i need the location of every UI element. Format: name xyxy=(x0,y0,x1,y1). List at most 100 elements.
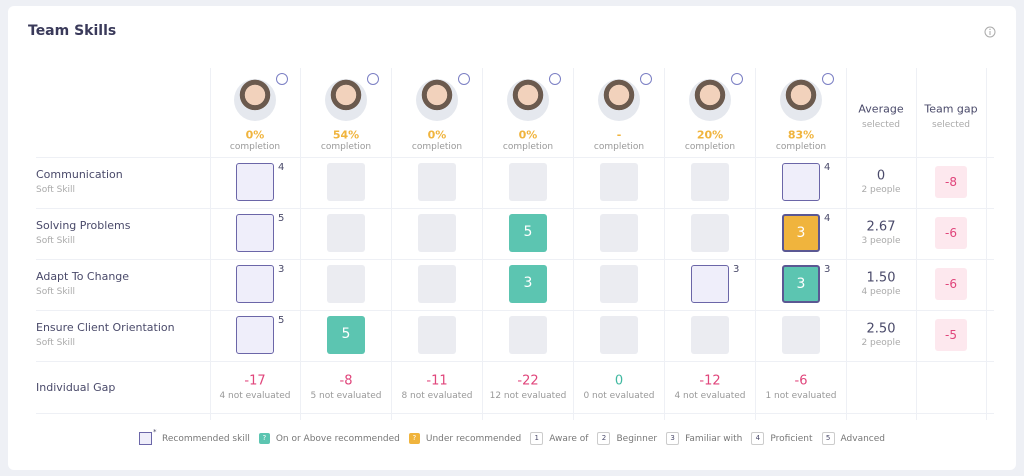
legend-symbol: 5 xyxy=(821,432,835,445)
average-people: 2 people xyxy=(861,185,901,195)
column-sub: selected xyxy=(932,120,970,130)
not-evaluated: 12 not evaluated xyxy=(489,391,567,401)
column-line xyxy=(391,68,392,420)
skill-cell xyxy=(509,316,547,354)
skill-cell xyxy=(418,163,456,201)
skill-name: Adapt To Change xyxy=(36,270,130,283)
column-title: Team gap xyxy=(924,102,978,116)
average-value: 2.67 xyxy=(866,219,896,235)
check-icon xyxy=(367,73,379,85)
individual-gap: -22 xyxy=(517,373,539,389)
row-line xyxy=(36,361,994,362)
recommended-cell xyxy=(236,163,274,201)
not-evaluated: 1 not evaluated xyxy=(765,391,837,401)
column-line xyxy=(664,68,665,420)
average-value: 1.50 xyxy=(866,270,896,286)
recommended-level: 5 xyxy=(278,213,285,224)
check-icon xyxy=(549,73,561,85)
skill-cell xyxy=(327,163,365,201)
skill-name: Ensure Client Orientation xyxy=(36,321,175,334)
individual-gap: 0 xyxy=(614,373,624,389)
legend-symbol: 1 xyxy=(530,432,544,445)
row-line xyxy=(36,208,994,209)
legend-item: 2 Beginner xyxy=(597,432,657,445)
column-line xyxy=(573,68,574,420)
check-icon xyxy=(276,73,288,85)
skill-cell xyxy=(782,316,820,354)
completion-label: completion xyxy=(229,142,281,152)
row-line xyxy=(36,259,994,260)
legend-label: On or Above recommended xyxy=(275,433,400,444)
card: Team Skills 0% completion 54% completion 0% c… xyxy=(8,6,1016,470)
legend-label: Proficient xyxy=(770,433,813,444)
skill-cell xyxy=(600,214,638,252)
skill-cell xyxy=(418,214,456,252)
legend-label: Familiar with xyxy=(685,433,743,444)
completion: 0% xyxy=(427,128,447,142)
legend-symbol: 2 xyxy=(597,432,611,445)
check-icon xyxy=(640,73,652,85)
individual-gap: -8 xyxy=(339,373,353,389)
legend-label: Recommended skill xyxy=(161,433,250,444)
column-line xyxy=(846,68,847,420)
team-gap: -8 xyxy=(935,166,967,198)
completion-label: completion xyxy=(502,142,554,152)
recommended-level: 3 xyxy=(733,264,740,275)
skill-score: 5 xyxy=(327,316,365,354)
column-title: Average xyxy=(858,102,904,116)
row-line xyxy=(36,413,994,414)
recommended-cell xyxy=(236,316,274,354)
legend-label: Beginner xyxy=(616,433,658,444)
column-line xyxy=(210,68,211,420)
info-icon[interactable] xyxy=(984,26,996,38)
not-evaluated: 0 not evaluated xyxy=(583,391,655,401)
skill-type: Soft Skill xyxy=(36,236,76,246)
skill-score: 5 xyxy=(509,214,547,252)
avatar xyxy=(780,79,822,121)
recommended-level: 5 xyxy=(278,315,285,326)
individual-gap: -11 xyxy=(426,373,448,389)
completion-label: completion xyxy=(593,142,645,152)
legend-label: Advanced xyxy=(840,433,886,444)
column-line xyxy=(916,68,917,420)
completion-label: completion xyxy=(320,142,372,152)
recommended-level: 3 xyxy=(278,264,285,275)
legend-item: 3 Familiar with xyxy=(666,432,742,445)
legend-item: 1 Aware of xyxy=(530,432,588,445)
legend-label: Under recommended xyxy=(425,433,522,444)
average-value: 0 xyxy=(876,168,886,184)
skill-type: Soft Skill xyxy=(36,287,76,297)
avatar xyxy=(416,79,458,121)
skill-cell xyxy=(600,265,638,303)
legend-item: ? On or Above recommended xyxy=(258,433,400,444)
recommended-cell xyxy=(691,265,729,303)
skill-name: Solving Problems xyxy=(36,219,131,232)
skill-cell xyxy=(327,214,365,252)
individual-gap: -17 xyxy=(244,373,266,389)
average-people: 4 people xyxy=(861,287,901,297)
completion: 83% xyxy=(787,128,815,142)
column-line xyxy=(755,68,756,420)
check-icon xyxy=(458,73,470,85)
recommended-level: 4 xyxy=(824,162,831,173)
completion: - xyxy=(616,128,622,142)
legend-symbol: 3 xyxy=(666,432,680,445)
average-people: 3 people xyxy=(861,236,901,246)
skill-cell xyxy=(691,163,729,201)
completion: 0% xyxy=(518,128,538,142)
column-sub: selected xyxy=(862,120,900,130)
legend-item: * Recommended skill xyxy=(138,428,250,445)
completion: 20% xyxy=(696,128,724,142)
skill-cell xyxy=(600,316,638,354)
skill-cell xyxy=(418,265,456,303)
skill-name: Communication xyxy=(36,168,123,181)
skill-type: Soft Skill xyxy=(36,185,76,195)
team-gap: -6 xyxy=(935,268,967,300)
skill-cell xyxy=(691,214,729,252)
gap-label: Individual Gap xyxy=(36,381,116,394)
check-icon xyxy=(822,73,834,85)
skill-score: 3 xyxy=(509,265,547,303)
skill-cell xyxy=(600,163,638,201)
column-line xyxy=(986,68,987,420)
